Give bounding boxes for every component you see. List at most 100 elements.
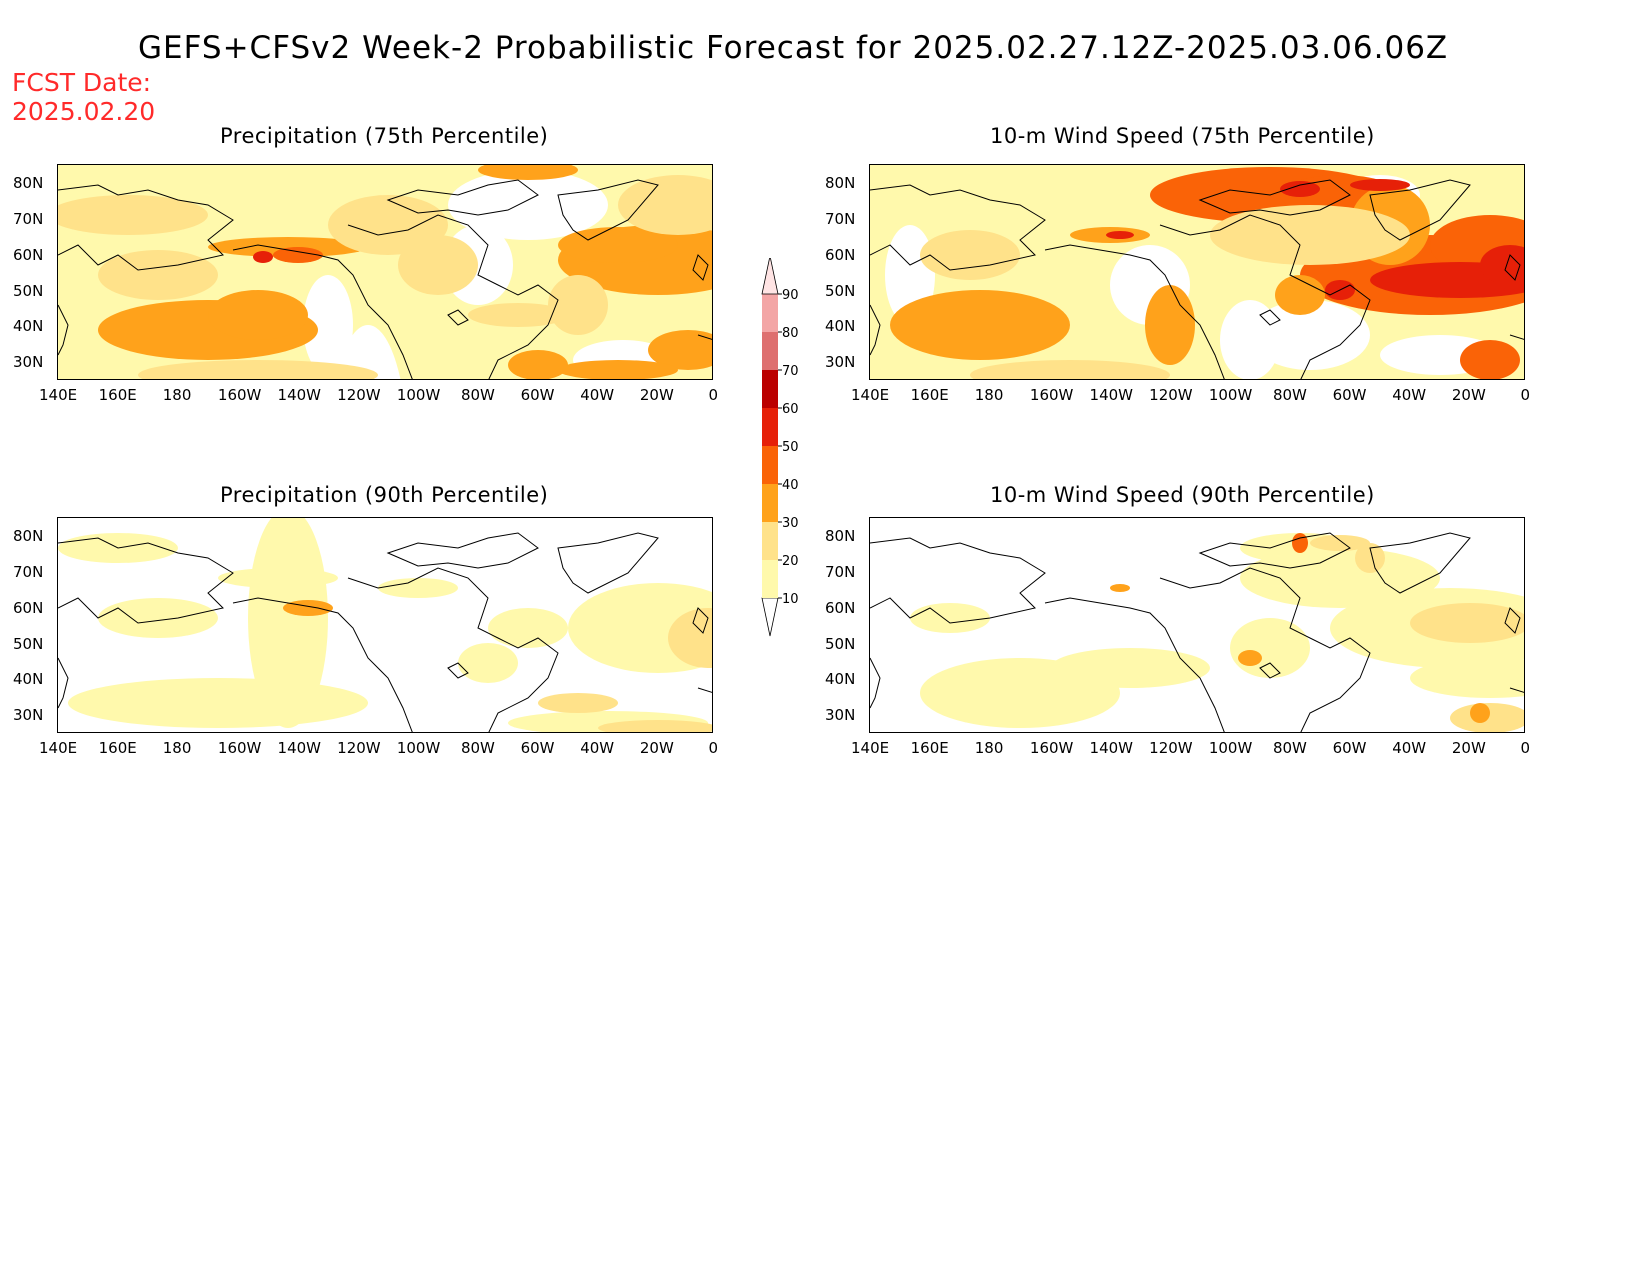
lon-tick-label: 80W	[460, 739, 495, 757]
probability-contour-area	[458, 643, 518, 683]
lat-tick-label: 60N	[825, 246, 856, 264]
probability-contour-area	[1210, 205, 1410, 265]
lat-tick-label: 40N	[825, 317, 856, 335]
colorbar-lower-wedge	[761, 597, 779, 637]
lon-tick-label: 0	[708, 386, 719, 404]
lon-tick-label: 80W	[1272, 386, 1307, 404]
lon-tick-label: 140E	[39, 386, 78, 404]
panel-title-precip75: Precipitation (75th Percentile)	[220, 124, 549, 148]
coastline	[58, 657, 69, 709]
coastline	[692, 254, 709, 281]
map-wind90	[869, 517, 1525, 733]
lon-tick-label: 120W	[1149, 386, 1193, 404]
probability-contour-area	[68, 678, 368, 728]
lat-tick-label: 60N	[13, 246, 44, 264]
probability-contour-area	[1350, 179, 1410, 191]
lon-tick-label: 120W	[1149, 739, 1193, 757]
coastline	[1198, 532, 1351, 569]
lat-tick-label: 70N	[13, 210, 44, 228]
probability-contour-area	[1410, 658, 1524, 698]
coastline	[1504, 254, 1521, 281]
map-field-precip90	[58, 518, 712, 732]
colorbar-segment	[762, 408, 778, 446]
colorbar-segment	[762, 332, 778, 370]
probability-contour-area	[138, 360, 378, 379]
forecast-date-block: FCST Date: 2025.02.20	[12, 68, 155, 126]
lat-tick-label: 40N	[13, 670, 44, 688]
lat-tick-label: 70N	[825, 563, 856, 581]
lon-tick-label: 120W	[337, 386, 381, 404]
probability-contour-area	[890, 290, 1070, 360]
lon-tick-label: 160W	[217, 739, 262, 757]
lat-tick-label: 30N	[825, 353, 856, 371]
lat-tick-label: 80N	[825, 174, 856, 192]
lon-tick-label: 20W	[639, 386, 674, 404]
probability-contour-area	[548, 275, 608, 335]
colorbar: 10 20 30 40 50 60 70 80 90	[760, 255, 820, 648]
colorbar-segment	[762, 294, 778, 332]
lat-tick-label: 60N	[13, 599, 44, 617]
probability-contour-area	[58, 195, 208, 235]
lon-tick-label: 0	[1520, 739, 1531, 757]
probability-contour-area	[970, 360, 1170, 379]
panel-title-wind90: 10-m Wind Speed (90th Percentile)	[990, 483, 1375, 507]
map-field-wind90	[870, 518, 1524, 732]
coastline	[1198, 179, 1351, 216]
probability-contour-area	[218, 568, 338, 588]
lat-tick-label: 50N	[825, 282, 856, 300]
lon-tick-label: 160E	[98, 386, 137, 404]
coastline	[447, 662, 469, 679]
lon-tick-label: 140E	[851, 739, 890, 757]
lon-tick-label: 100W	[396, 386, 441, 404]
panel-title-precip90: Precipitation (90th Percentile)	[220, 483, 549, 507]
lat-tick-label: 70N	[13, 563, 44, 581]
lon-tick-label: 40W	[580, 739, 615, 757]
probability-contour-area	[398, 235, 478, 295]
coastline	[1509, 687, 1524, 693]
coastline	[1159, 567, 1371, 732]
lat-tick-label: 30N	[13, 353, 44, 371]
probability-contour-area	[870, 180, 1030, 230]
lon-tick-label: 80W	[1272, 739, 1307, 757]
lon-tick-label: 40W	[580, 386, 615, 404]
coastline	[697, 334, 712, 340]
lon-tick-label: 60W	[1332, 739, 1367, 757]
colorbar-upper-wedge	[761, 255, 779, 295]
coastline	[1259, 662, 1281, 679]
lon-tick-label: 60W	[520, 386, 555, 404]
coastline	[1504, 607, 1521, 634]
probability-contour-area	[508, 350, 568, 379]
colorbar-level-label: 90	[782, 288, 799, 303]
colorbar-level-label: 60	[782, 402, 799, 417]
coastline	[58, 184, 234, 271]
lon-tick-label: 40W	[1392, 386, 1427, 404]
probability-contour-area	[253, 251, 273, 263]
coastline	[870, 537, 1046, 624]
map-precip90	[57, 517, 713, 733]
lon-tick-label: 100W	[1208, 386, 1253, 404]
probability-contour-area	[1110, 584, 1130, 592]
panel-title-wind75: 10-m Wind Speed (75th Percentile)	[990, 124, 1375, 148]
coastline	[232, 597, 413, 732]
probability-contour-area	[558, 227, 678, 263]
probability-contour-area	[618, 175, 712, 235]
lat-tick-label: 50N	[13, 635, 44, 653]
map-field-precip75	[58, 165, 712, 379]
probability-contour-area	[98, 598, 218, 638]
probability-contour-area	[248, 518, 328, 728]
lon-tick-label: 160W	[1029, 386, 1074, 404]
probability-contour-area	[1275, 275, 1325, 315]
probability-contour-area	[488, 608, 568, 648]
map-field-wind75	[870, 165, 1524, 379]
probability-contour-area	[98, 250, 218, 300]
probability-contour-area	[668, 608, 712, 668]
lon-tick-label: 160E	[910, 386, 949, 404]
colorbar-level-label: 40	[782, 478, 799, 493]
probability-contour-area	[208, 237, 368, 257]
lon-tick-label: 20W	[1451, 386, 1486, 404]
lon-tick-label: 160E	[910, 739, 949, 757]
probability-contour-area	[1480, 245, 1524, 285]
probability-contour-area	[1470, 703, 1490, 723]
colorbar-segment	[762, 446, 778, 484]
colorbar-segment	[762, 560, 778, 598]
